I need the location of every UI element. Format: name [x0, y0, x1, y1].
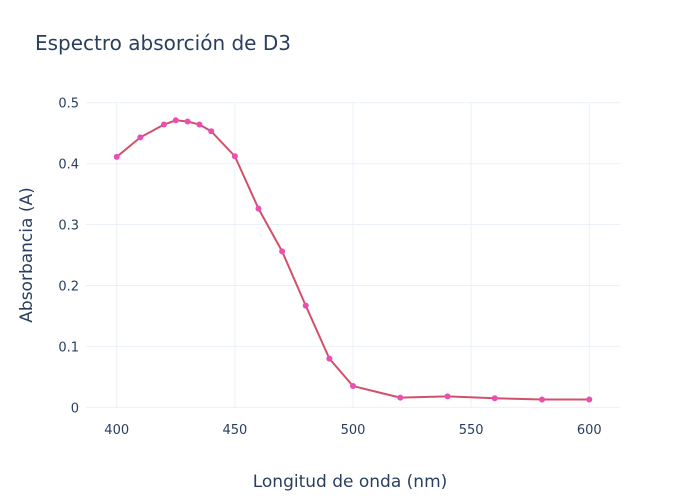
data-point — [326, 355, 333, 362]
data-point — [137, 134, 144, 141]
chart-title: Espectro absorción de D3 — [35, 31, 291, 55]
data-point — [208, 128, 215, 135]
data-point — [172, 117, 179, 124]
x-tick-label: 600 — [577, 423, 602, 438]
y-tick-label: 0.2 — [58, 279, 79, 294]
data-point — [113, 153, 120, 160]
data-point — [160, 121, 167, 128]
x-tick-label: 400 — [104, 423, 129, 438]
y-tick-label: 0.4 — [58, 158, 79, 173]
data-point — [184, 118, 191, 125]
gridlines — [86, 102, 620, 408]
y-tick-label: 0.5 — [58, 97, 79, 112]
data-series — [113, 117, 593, 403]
x-tick-label: 500 — [341, 423, 366, 438]
data-point — [279, 248, 286, 255]
y-axis-title: Absorbancia (A) — [17, 187, 37, 322]
data-point — [196, 121, 203, 128]
data-point — [255, 205, 262, 212]
data-point — [491, 395, 498, 402]
x-tick-label: 550 — [459, 423, 484, 438]
data-point — [444, 393, 451, 400]
data-point — [397, 394, 404, 401]
data-point — [539, 396, 546, 403]
data-point — [231, 153, 238, 160]
y-tick-label: 0.3 — [58, 219, 79, 234]
x-axis-title: Longitud de onda (nm) — [253, 472, 448, 492]
x-tick-label: 450 — [222, 423, 247, 438]
y-tick-label: 0.1 — [58, 340, 79, 355]
tick-labels: 400 450 500 550 600 0 0.1 0.2 0.3 0.4 0.5 — [58, 97, 601, 438]
data-point — [350, 383, 356, 390]
data-point — [302, 302, 309, 309]
data-point — [586, 396, 593, 403]
y-tick-label: 0 — [71, 401, 79, 416]
